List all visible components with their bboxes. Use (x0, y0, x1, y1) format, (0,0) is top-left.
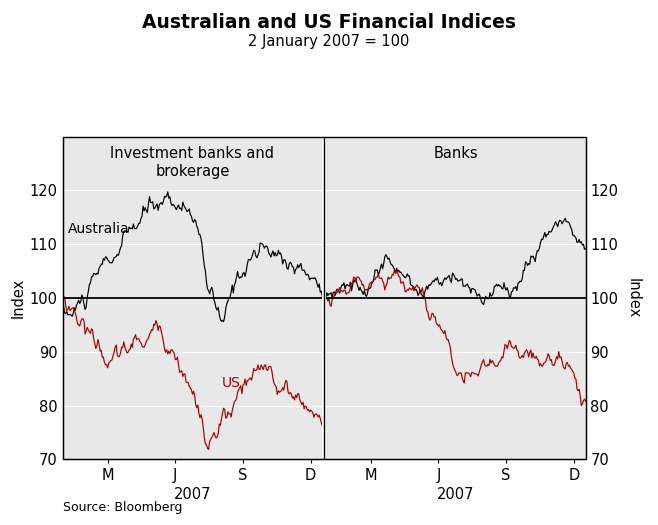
Text: Source: Bloomberg: Source: Bloomberg (63, 501, 182, 514)
Text: US: US (222, 376, 240, 390)
Text: Australia: Australia (68, 223, 130, 236)
Text: 2 January 2007 = 100: 2 January 2007 = 100 (248, 34, 410, 49)
Text: Australian and US Financial Indices: Australian and US Financial Indices (142, 13, 516, 32)
Text: 2007: 2007 (174, 487, 211, 502)
Y-axis label: Index: Index (625, 278, 640, 318)
Text: 2007: 2007 (437, 487, 474, 502)
Y-axis label: Index: Index (11, 278, 26, 318)
Text: Banks: Banks (434, 146, 478, 161)
Text: Investment banks and
brokerage: Investment banks and brokerage (111, 146, 274, 178)
